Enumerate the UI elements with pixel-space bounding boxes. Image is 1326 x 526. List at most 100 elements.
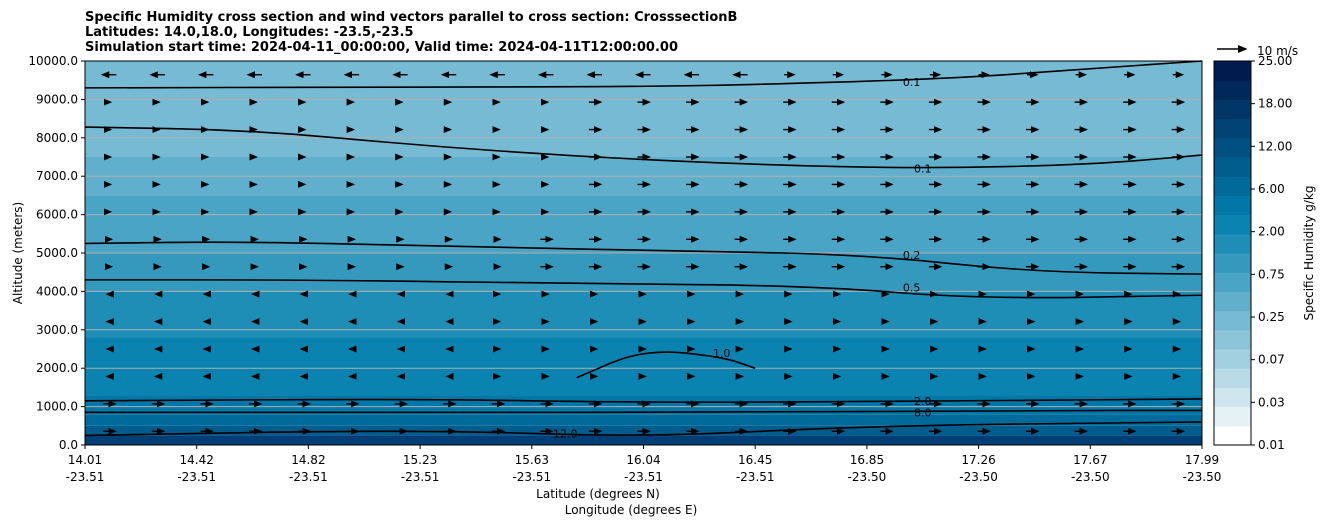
colorbar-tick-label-1: 0.03 <box>1258 395 1285 409</box>
y-axis-label: Altitude (meters) <box>11 202 25 304</box>
colorbar-tick-label-9: 25.00 <box>1258 54 1292 68</box>
x-tick-lon-8: -23.50 <box>959 470 998 484</box>
colorbar-swatch-10 <box>1214 233 1251 254</box>
y-tick-label-7: 7000.0 <box>36 169 78 183</box>
colorbar-tick-label-4: 0.75 <box>1258 267 1285 281</box>
x-tick-lat-2: 14.82 <box>291 453 325 467</box>
colorbar-swatch-3 <box>1214 368 1251 388</box>
contour-label-4: 1.0 <box>713 347 731 360</box>
contour-line-6 <box>85 409 1202 414</box>
x-axis-label-longitude: Longitude (degrees E) <box>565 503 698 517</box>
x-tick-lon-7: -23.50 <box>848 470 887 484</box>
x-tick-lat-0: 14.01 <box>68 453 102 467</box>
contour-label-2: 0.2 <box>903 249 921 262</box>
colorbar-swatch-5 <box>1214 329 1251 350</box>
y-tick-label-3: 3000.0 <box>36 323 78 337</box>
x-tick-lat-10: 17.99 <box>1185 453 1219 467</box>
y-tick-label-9: 9000.0 <box>36 92 78 106</box>
x-tick-lon-10: -23.50 <box>1183 470 1222 484</box>
contour-line-0 <box>84 60 1203 89</box>
quiver-key-label: 10 m/s <box>1257 44 1298 58</box>
colorbar-swatch-13 <box>1214 176 1251 196</box>
contour-line-7 <box>84 421 1203 437</box>
colorbar-ticks: 0.01 0.03 0.07 0.25 0.75 2.00 6.00 12.00 18.00 25… <box>1251 54 1292 452</box>
colorbar-swatch-15 <box>1214 137 1251 158</box>
colorbar-frame <box>1213 60 1252 446</box>
contour-label-7: 12.0 <box>553 427 578 440</box>
wind-vectors <box>100 71 1186 435</box>
colorbar-tick-label-7: 12.00 <box>1258 139 1292 153</box>
x-tick-lon-9: -23.50 <box>1071 470 1110 484</box>
quiver-key: 10 m/s <box>1217 44 1298 58</box>
x-tick-lat-3: 15.23 <box>403 453 437 467</box>
contour-line-3 <box>85 279 1203 299</box>
colorbar-swatch-6 <box>1214 310 1251 331</box>
humidity-band-10 <box>85 61 1202 100</box>
colorbar-swatch-1 <box>1214 406 1251 427</box>
y-tick-label-10: 10000.0 <box>28 54 78 68</box>
colorbar-tick-label-2: 0.07 <box>1258 353 1285 367</box>
colorbar-swatch-14 <box>1214 157 1251 177</box>
humidity-band-9 <box>85 99 1202 157</box>
colorbar-swatch-4 <box>1214 349 1251 369</box>
contour-label-5: 2.0 <box>914 395 932 408</box>
x-tick-lon-3: -23.51 <box>401 470 440 484</box>
x-tick-lat-5: 16.04 <box>626 453 660 467</box>
x-axis-label: Latitude (degrees N) <box>536 487 660 501</box>
x-tick-lon-0: -23.51 <box>66 470 105 484</box>
contour-line-4 <box>576 351 756 379</box>
humidity-band-2 <box>85 414 1202 426</box>
x-tick-lon-2: -23.51 <box>289 470 328 484</box>
colorbar-tick-label-8: 18.00 <box>1258 97 1292 111</box>
contour-line-1 <box>84 126 1203 169</box>
y-tick-label-6: 6000.0 <box>36 208 78 222</box>
x-tick-lat-9: 17.67 <box>1073 453 1107 467</box>
x-tick-lat-6: 16.45 <box>738 453 772 467</box>
contour-label-6: 8.0 <box>914 406 932 419</box>
colorbar-swatch-11 <box>1214 214 1251 235</box>
humidity-band-4 <box>85 337 1202 396</box>
colorbar-tick-label-6: 6.00 <box>1258 182 1285 196</box>
humidity-band-7 <box>85 195 1202 253</box>
y-tick-label-4: 4000.0 <box>36 284 78 298</box>
chart-title-line-2: Latitudes: 14.0,18.0, Longitudes: -23.5,… <box>85 25 414 40</box>
y-tick-label-5: 5000.0 <box>36 246 78 260</box>
colorbar <box>1214 61 1251 446</box>
y-tick-label-0: 0.0 <box>59 438 78 452</box>
colorbar-swatch-19 <box>1214 61 1251 81</box>
y-tick-label-1: 1000.0 <box>36 400 78 414</box>
colorbar-tick-label-0: 0.01 <box>1258 438 1285 452</box>
x-tick-lon-4: -23.51 <box>512 470 551 484</box>
x-tick-lon-6: -23.51 <box>736 470 775 484</box>
x-tick-lat-1: 14.42 <box>180 453 214 467</box>
contour-label-0: 0.1 <box>903 76 921 89</box>
colorbar-swatch-7 <box>1214 291 1251 312</box>
colorbar-tick-label-5: 2.00 <box>1258 225 1285 239</box>
y-tick-label-8: 8000.0 <box>36 131 78 145</box>
colorbar-label: Specific Humidity g/kg <box>1302 186 1316 321</box>
colorbar-swatch-8 <box>1214 272 1251 292</box>
contour-label-1: 0.1 <box>914 163 932 176</box>
contour-line-2 <box>84 241 1203 275</box>
colorbar-swatch-16 <box>1214 118 1251 139</box>
x-tick-lon-1: -23.51 <box>177 470 216 484</box>
colorbar-swatch-2 <box>1214 387 1251 408</box>
y-axis: 0.0 1000.0 2000.0 3000.0 4000.0 5000.0 6000.0 7… <box>28 54 85 452</box>
colorbar-tick-label-3: 0.25 <box>1258 310 1285 324</box>
colorbar-swatch-17 <box>1214 99 1251 120</box>
x-tick-lon-5: -23.51 <box>624 470 663 484</box>
colorbar-swatch-18 <box>1214 80 1251 100</box>
x-tick-lat-8: 17.26 <box>961 453 995 467</box>
x-axis: 14.01 -23.51 14.42 -23.51 14.82 -23.51 15.23 -2… <box>66 445 1222 484</box>
chart-title-line-1: Specific Humidity cross section and wind… <box>85 10 738 25</box>
humidity-band-6 <box>85 253 1202 292</box>
contour-label-3: 0.5 <box>903 282 921 295</box>
y-tick-label-2: 2000.0 <box>36 361 78 375</box>
colorbar-swatch-0 <box>1214 425 1251 446</box>
chart-title-line-3: Simulation start time: 2024-04-11_00:00:… <box>85 40 678 55</box>
colorbar-swatch-9 <box>1214 253 1251 273</box>
colorbar-swatch-12 <box>1214 195 1251 216</box>
humidity-band-0 <box>85 435 1202 445</box>
